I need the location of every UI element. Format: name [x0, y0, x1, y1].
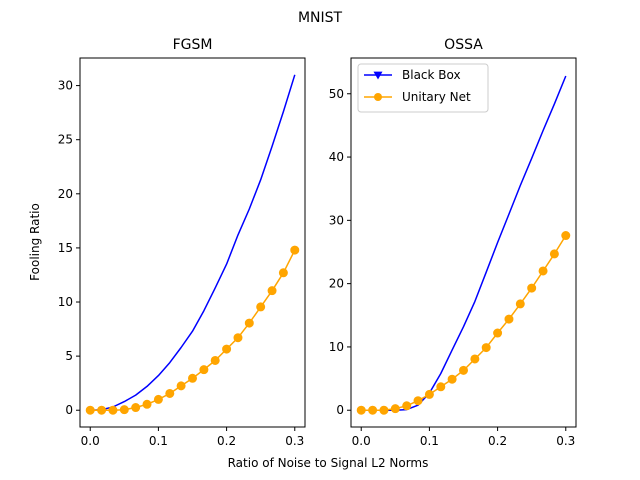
fgsm-point-unitary-net [267, 286, 277, 296]
ossa-y-tick-label: 30 [329, 213, 344, 227]
legend-marker-triangle [373, 71, 383, 80]
fgsm-y-tick-label: 20 [58, 187, 73, 201]
x-axis-label: Ratio of Noise to Signal L2 Norms [228, 456, 429, 470]
ossa-point-unitary-net [424, 389, 434, 399]
ossa-point-unitary-net [379, 405, 389, 415]
figure-title: MNIST [298, 10, 343, 26]
fgsm-point-unitary-net [222, 344, 232, 354]
ossa-point-unitary-net [402, 401, 412, 411]
fgsm-x-tick-label: 0.0 [81, 434, 100, 448]
ossa-y-tick-label: 0 [336, 403, 344, 417]
fgsm-point-unitary-net [165, 388, 175, 398]
ossa-point-unitary-net [493, 328, 503, 338]
fgsm-x-tick-label: 0.1 [149, 434, 168, 448]
ossa-point-unitary-net [561, 231, 571, 241]
fgsm-point-unitary-net [290, 245, 300, 255]
ossa-series-lines [356, 75, 571, 415]
ossa-y-tick-label: 20 [329, 277, 344, 291]
ossa-point-unitary-net [515, 299, 525, 309]
fgsm-y-tick-label: 10 [58, 295, 73, 309]
fgsm-point-unitary-net [97, 405, 107, 415]
ossa-point-unitary-net [504, 314, 514, 324]
fgsm-axes-frame [79, 57, 306, 428]
legend-marker-circle [374, 93, 382, 101]
panel-title-ossa: OSSA [444, 37, 483, 53]
fgsm-point-unitary-net [278, 268, 288, 278]
fgsm-point-unitary-net [199, 365, 209, 375]
ossa-y-tick-label: 40 [329, 150, 344, 164]
fgsm-line-black-box [90, 74, 296, 411]
ossa-x-tick-label: 0.0 [352, 434, 371, 448]
ossa-x-tick-label: 0.3 [556, 434, 575, 448]
ossa-axes-frame [350, 57, 577, 428]
ossa-point-unitary-net [436, 382, 446, 392]
fgsm-axis-ticks: 0.0 0.1 0.2 0.3 0 5 10 15 20 25 30 [58, 79, 305, 448]
fgsm-point-unitary-net [256, 302, 266, 312]
ossa-point-unitary-net [447, 374, 457, 384]
ossa-x-tick-label: 0.1 [420, 434, 439, 448]
fgsm-point-unitary-net [85, 405, 95, 415]
fgsm-series-lines [85, 74, 300, 415]
panel-title-fgsm: FGSM [173, 37, 213, 53]
legend-items: Black Box Unitary Net [364, 68, 471, 104]
fgsm-point-unitary-net [108, 405, 118, 415]
ossa-point-unitary-net [549, 249, 559, 259]
ossa-point-unitary-net [459, 365, 468, 375]
ossa-point-unitary-net [368, 405, 378, 415]
ossa-point-unitary-net [413, 396, 423, 406]
legend: Black Box Unitary Net [357, 63, 489, 113]
panel-fgsm: FGSM 0.0 0.1 0.2 0.3 0 5 10 15 20 25 30 [58, 37, 306, 448]
fgsm-point-unitary-net [210, 355, 220, 365]
fgsm-point-unitary-net [142, 399, 152, 409]
fgsm-point-unitary-net [176, 381, 186, 391]
ossa-point-unitary-net [538, 266, 548, 276]
fgsm-point-unitary-net [188, 373, 197, 383]
ossa-point-unitary-net [527, 283, 537, 293]
ossa-point-unitary-net [390, 404, 400, 414]
fgsm-y-tick-label: 5 [65, 349, 73, 363]
fgsm-point-unitary-net [153, 394, 163, 404]
fgsm-point-unitary-net [233, 333, 243, 343]
fgsm-y-tick-label: 0 [65, 403, 73, 417]
panel-ossa: OSSA 0.0 0.1 0.2 0.3 0 10 20 30 40 50 Black Box Un… [329, 37, 577, 448]
ossa-point-unitary-net [481, 343, 491, 353]
ossa-y-tick-label: 10 [329, 340, 344, 354]
ossa-y-tick-label: 50 [329, 87, 344, 101]
fgsm-x-tick-label: 0.3 [285, 434, 304, 448]
fgsm-y-tick-label: 30 [58, 79, 73, 93]
ossa-point-unitary-net [356, 405, 366, 415]
legend-label: Black Box [402, 68, 461, 82]
fgsm-y-tick-label: 15 [58, 241, 73, 255]
fgsm-y-tick-label: 25 [58, 133, 73, 147]
fgsm-point-unitary-net [244, 318, 254, 328]
legend-label: Unitary Net [402, 90, 471, 104]
fgsm-x-tick-label: 0.2 [217, 434, 236, 448]
ossa-axis-ticks: 0.0 0.1 0.2 0.3 0 10 20 30 40 50 [329, 87, 576, 448]
ossa-point-unitary-net [470, 354, 480, 364]
y-axis-label: Fooling Ratio [28, 203, 42, 281]
ossa-x-tick-label: 0.2 [488, 434, 507, 448]
fgsm-point-unitary-net [131, 403, 141, 413]
legend-box [357, 63, 489, 113]
fgsm-point-unitary-net [119, 405, 129, 415]
